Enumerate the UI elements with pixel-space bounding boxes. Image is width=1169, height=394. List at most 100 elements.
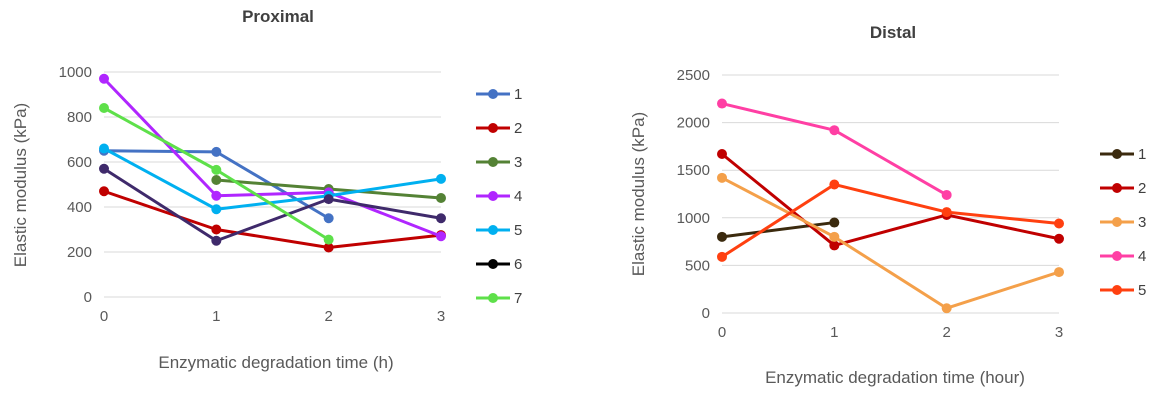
proximal-legend-marker-3	[488, 157, 498, 167]
proximal-series-3-point	[211, 175, 222, 185]
distal-legend-marker-5	[1112, 285, 1122, 295]
distal-y-tick-label: 1500	[677, 162, 710, 179]
distal-legend-marker-4	[1112, 251, 1122, 261]
proximal-legend-label-4: 4	[514, 188, 522, 205]
distal-series-2-line	[721, 152, 1060, 247]
proximal-series-3-point	[436, 193, 446, 203]
proximal-legend-marker-2	[488, 123, 498, 133]
distal-x-tick-label: 0	[718, 324, 726, 341]
proximal-gridlines	[104, 71, 441, 298]
distal-series-4-point	[829, 125, 840, 136]
proximal-y-tick-label: 400	[67, 199, 92, 216]
distal-y-tick-label: 2000	[677, 115, 710, 132]
distal-series-5-point	[829, 179, 840, 190]
distal-series-3-line	[721, 176, 1060, 310]
distal-x-tick-label: 2	[942, 324, 950, 341]
proximal-x-tick-label: 0	[100, 308, 108, 325]
proximal-y-tick-label: 1000	[59, 64, 92, 81]
proximal-series-2-point	[323, 242, 334, 253]
proximal-series-5-line	[103, 147, 442, 211]
proximal-x-tick-label: 2	[324, 308, 332, 325]
proximal-legend-label-5: 5	[514, 222, 522, 239]
proximal-series-4-point	[211, 190, 222, 201]
proximal-series-6-point	[436, 213, 446, 224]
proximal-legend: 1 2 3 4 5 6 7	[476, 86, 522, 307]
proximal-series-5-point	[211, 204, 222, 215]
distal-y-tick-label: 2500	[677, 67, 710, 84]
distal-series-3-point	[1054, 267, 1064, 278]
proximal-legend-label-7: 7	[514, 290, 522, 307]
proximal-x-tick-label: 1	[212, 308, 220, 325]
proximal-x-axis-label: Enzymatic degradation time (h)	[158, 353, 393, 372]
distal-y-tick-label: 500	[685, 257, 710, 274]
distal-series-1-line	[721, 221, 835, 239]
proximal-legend-label-1: 1	[514, 86, 522, 103]
distal-series-4-point	[941, 189, 952, 200]
proximal-chart-title: Proximal	[242, 7, 314, 26]
distal-series-3-point	[941, 303, 952, 314]
distal-series-1-point	[717, 231, 727, 242]
proximal-y-tick-label: 0	[84, 289, 92, 306]
proximal-legend-marker-7	[488, 293, 498, 303]
proximal-series-6-point	[211, 235, 222, 246]
proximal-series-6-line	[103, 167, 442, 243]
distal-series-2-point	[829, 240, 840, 251]
distal-legend-marker-1	[1112, 149, 1122, 159]
distal-series-1-point	[829, 217, 840, 228]
proximal-legend-marker-1	[488, 89, 498, 99]
distal-y-tick-label: 0	[702, 305, 710, 322]
distal-series-2-point	[1054, 233, 1064, 244]
distal-legend-label-4: 4	[1138, 248, 1146, 265]
distal-legend-marker-2	[1112, 183, 1122, 193]
distal-series-4-point	[717, 98, 727, 109]
proximal-series-2-point	[99, 186, 109, 197]
proximal-legend-label-2: 2	[514, 120, 522, 137]
proximal-series-2-point	[211, 224, 222, 235]
distal-y-ticks: 0 500 1000 1500 2000 2500	[677, 67, 710, 322]
proximal-series-5-point	[436, 173, 446, 184]
distal-series-5-point	[717, 251, 727, 262]
proximal-series-7-point	[211, 164, 222, 175]
proximal-y-axis-label: Elastic modulus (kPa)	[11, 103, 30, 267]
proximal-series-1-point	[323, 213, 334, 224]
proximal-series	[99, 73, 446, 253]
proximal-y-ticks: 0 200 400 600 800 1000	[59, 64, 92, 306]
proximal-y-tick-label: 600	[67, 154, 92, 171]
proximal-legend-label-3: 3	[514, 154, 522, 171]
distal-y-tick-label: 1000	[677, 210, 710, 227]
proximal-x-tick-label: 3	[437, 308, 445, 325]
proximal-y-tick-label: 200	[67, 244, 92, 261]
distal-legend-marker-3	[1112, 217, 1122, 227]
proximal-series-4-point	[436, 231, 446, 242]
proximal-series-6-point	[323, 194, 334, 205]
proximal-legend-marker-5	[488, 225, 498, 235]
distal-legend-label-5: 5	[1138, 282, 1146, 299]
distal-chart-title: Distal	[870, 23, 916, 42]
proximal-x-ticks: 0 1 2 3	[100, 308, 445, 325]
distal-x-axis-label: Enzymatic degradation time (hour)	[765, 368, 1025, 387]
distal-series-5-point	[941, 207, 952, 218]
distal-legend: 1 2 3 4 5	[1100, 146, 1146, 299]
proximal-legend-marker-6	[488, 259, 498, 269]
distal-legend-label-3: 3	[1138, 214, 1146, 231]
distal-series-5-line	[721, 182, 1060, 259]
distal-series-3-point	[717, 172, 727, 183]
distal-x-tick-label: 1	[830, 324, 838, 341]
proximal-y-tick-label: 800	[67, 109, 92, 126]
distal-chart: Distal Elastic modulus (kPa) Enzymatic d…	[629, 23, 1146, 387]
proximal-series-6-point	[99, 163, 109, 174]
proximal-series-2-line	[103, 189, 442, 249]
proximal-legend-marker-4	[488, 191, 498, 201]
distal-series-2-point	[717, 149, 727, 160]
distal-series-3-point	[829, 231, 840, 242]
proximal-series-7-point	[99, 103, 109, 113]
distal-x-tick-label: 3	[1055, 324, 1063, 341]
distal-series-5-point	[1054, 218, 1064, 229]
proximal-series-5-point	[99, 143, 109, 154]
distal-x-ticks: 0 1 2 3	[718, 324, 1063, 341]
distal-series	[717, 98, 1064, 314]
proximal-series-4-point	[99, 73, 109, 84]
distal-gridlines	[722, 74, 1059, 314]
proximal-chart: Proximal Elastic modulus (kPa) Enzymatic…	[11, 7, 522, 372]
